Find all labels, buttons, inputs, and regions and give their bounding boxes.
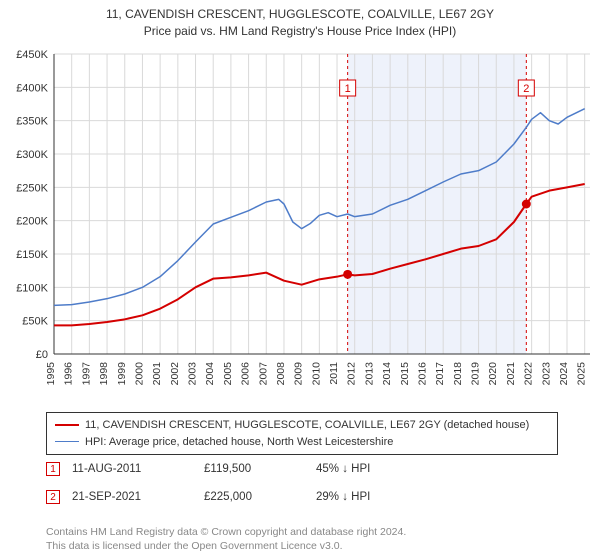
svg-text:£350K: £350K [16, 116, 48, 128]
svg-text:1: 1 [345, 83, 351, 95]
svg-text:1996: 1996 [63, 362, 75, 386]
svg-text:2003: 2003 [187, 362, 199, 386]
svg-text:1998: 1998 [98, 362, 110, 386]
svg-text:1997: 1997 [80, 362, 92, 386]
svg-text:2025: 2025 [576, 362, 588, 386]
chart-svg: £0 £50K £100K £150K £200K £250K £300K £350K £400… [4, 44, 596, 396]
svg-text:2018: 2018 [452, 362, 464, 386]
svg-text:2019: 2019 [470, 362, 482, 386]
transaction-price-2: £225,000 [204, 491, 304, 503]
svg-text:2000: 2000 [133, 362, 145, 386]
svg-text:2014: 2014 [381, 362, 393, 386]
legend-box: 11, CAVENDISH CRESCENT, HUGGLESCOTE, COA… [46, 412, 558, 455]
svg-text:£250K: £250K [16, 182, 48, 194]
svg-text:2016: 2016 [416, 362, 428, 386]
svg-text:2013: 2013 [363, 362, 375, 386]
transaction-delta-1: 45% ↓ HPI [316, 463, 436, 475]
chart-title-block: 11, CAVENDISH CRESCENT, HUGGLESCOTE, COA… [0, 0, 600, 40]
transaction-date-1: 11-AUG-2011 [72, 463, 192, 475]
svg-text:£100K: £100K [16, 282, 48, 294]
svg-text:£50K: £50K [22, 316, 48, 328]
svg-text:1999: 1999 [116, 362, 128, 386]
svg-text:1995: 1995 [45, 362, 57, 386]
svg-text:2022: 2022 [523, 362, 535, 386]
legend-swatch-property [55, 424, 79, 426]
svg-text:£450K: £450K [16, 49, 48, 61]
svg-text:2007: 2007 [257, 362, 269, 386]
transaction-marker-2: 2 [46, 490, 60, 504]
transaction-marker-1: 1 [46, 462, 60, 476]
transaction-delta-2: 29% ↓ HPI [316, 491, 436, 503]
legend-swatch-hpi [55, 441, 79, 442]
footnote: Contains HM Land Registry data © Crown c… [46, 525, 406, 554]
svg-text:2010: 2010 [310, 362, 322, 386]
svg-text:£0: £0 [36, 349, 48, 361]
legend-row-property: 11, CAVENDISH CRESCENT, HUGGLESCOTE, COA… [55, 417, 549, 434]
footnote-line-2: This data is licensed under the Open Gov… [46, 539, 406, 554]
transaction-row-1: 1 11-AUG-2011 £119,500 45% ↓ HPI [46, 462, 566, 476]
svg-text:2023: 2023 [540, 362, 552, 386]
svg-text:£300K: £300K [16, 149, 48, 161]
svg-text:2006: 2006 [240, 362, 252, 386]
svg-text:£200K: £200K [16, 216, 48, 228]
transaction-row-2: 2 21-SEP-2021 £225,000 29% ↓ HPI [46, 490, 566, 504]
svg-text:2015: 2015 [399, 362, 411, 386]
svg-text:2012: 2012 [346, 362, 358, 386]
legend-row-hpi: HPI: Average price, detached house, Nort… [55, 434, 549, 451]
svg-text:£400K: £400K [16, 82, 48, 94]
footnote-line-1: Contains HM Land Registry data © Crown c… [46, 525, 406, 540]
svg-text:2009: 2009 [293, 362, 305, 386]
chart-container: 11, CAVENDISH CRESCENT, HUGGLESCOTE, COA… [0, 0, 600, 560]
title-line-2: Price paid vs. HM Land Registry's House … [0, 23, 600, 40]
svg-text:2: 2 [523, 83, 529, 95]
svg-text:2017: 2017 [434, 362, 446, 386]
svg-text:2005: 2005 [222, 362, 234, 386]
svg-text:2021: 2021 [505, 362, 517, 386]
svg-text:£150K: £150K [16, 249, 48, 261]
transaction-date-2: 21-SEP-2021 [72, 491, 192, 503]
transaction-price-1: £119,500 [204, 463, 304, 475]
svg-text:2024: 2024 [558, 362, 570, 386]
svg-text:2020: 2020 [487, 362, 499, 386]
svg-text:2004: 2004 [204, 362, 216, 386]
svg-text:2002: 2002 [169, 362, 181, 386]
svg-text:2008: 2008 [275, 362, 287, 386]
svg-text:2011: 2011 [328, 362, 340, 385]
legend-label-property: 11, CAVENDISH CRESCENT, HUGGLESCOTE, COA… [85, 417, 529, 434]
svg-text:2001: 2001 [151, 362, 163, 386]
title-line-1: 11, CAVENDISH CRESCENT, HUGGLESCOTE, COA… [0, 6, 600, 23]
legend-label-hpi: HPI: Average price, detached house, Nort… [85, 434, 393, 451]
chart-plot: £0 £50K £100K £150K £200K £250K £300K £350K £400… [4, 44, 596, 396]
